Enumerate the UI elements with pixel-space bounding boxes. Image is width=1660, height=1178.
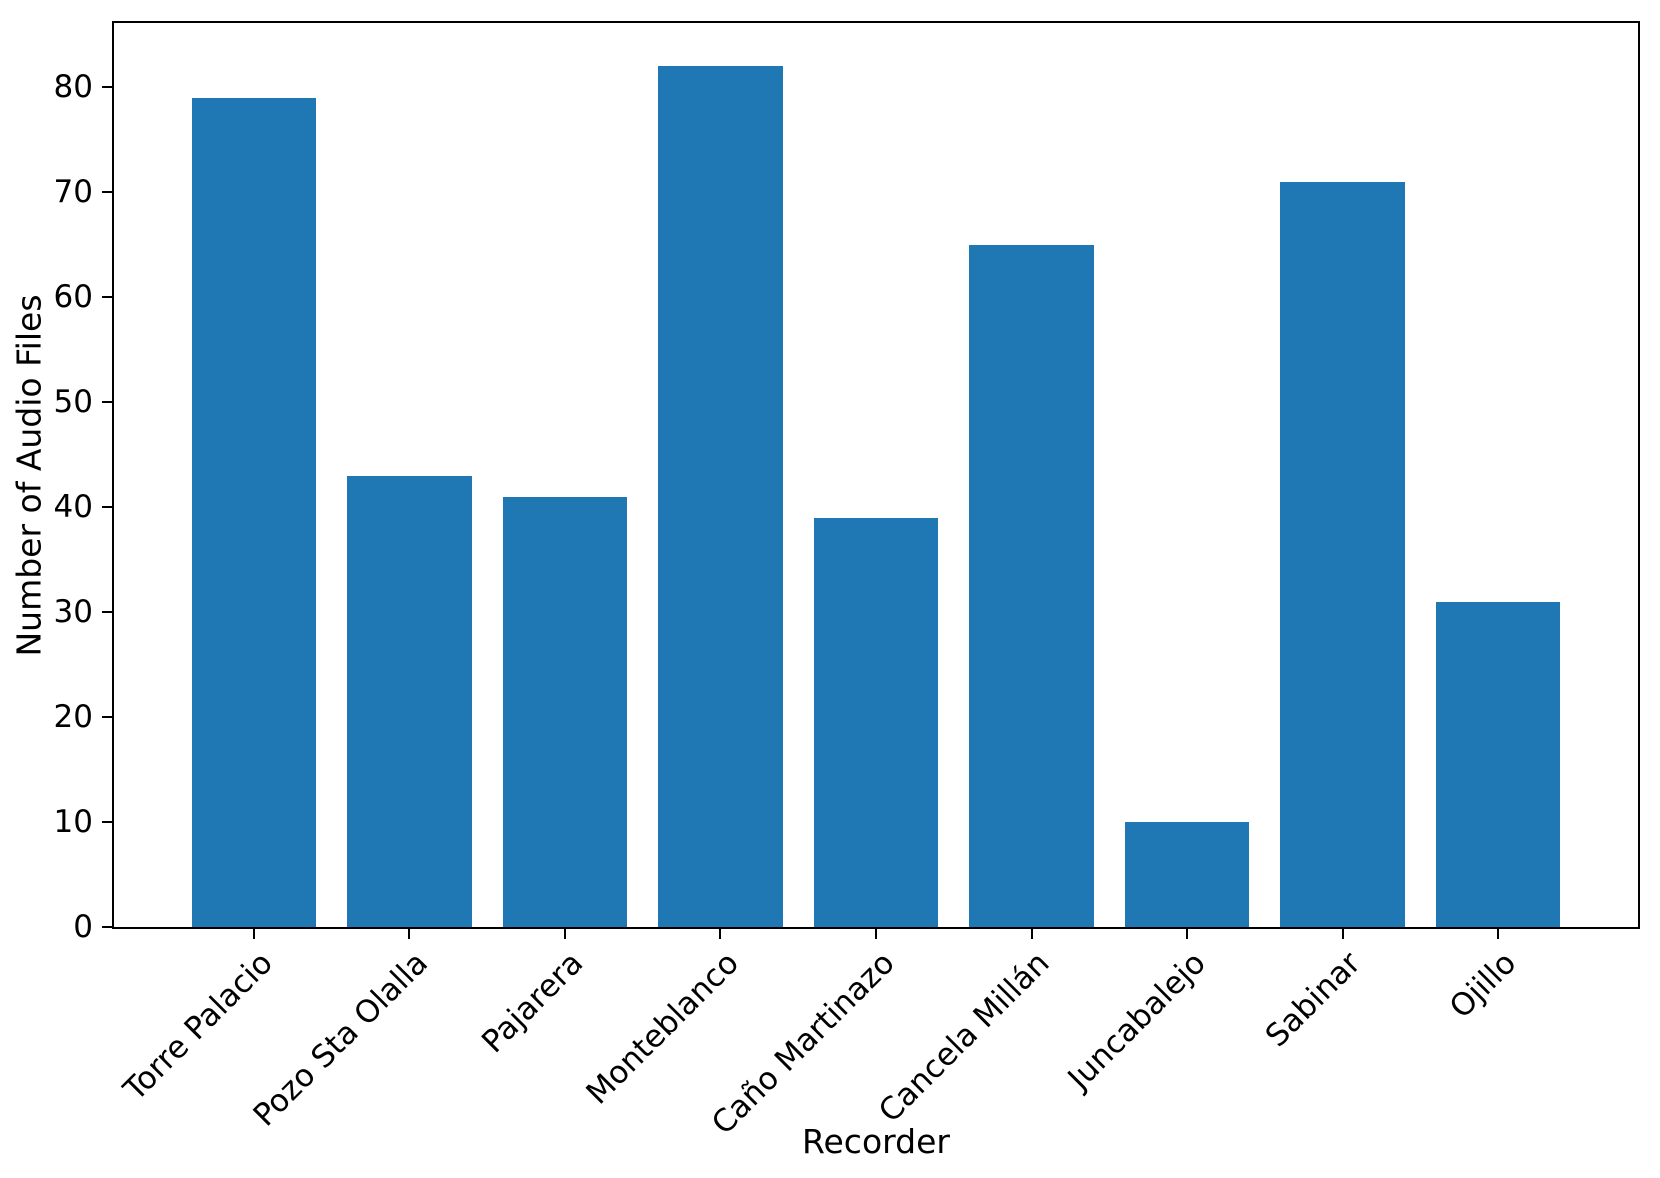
x-tick-label: Ojillo: [1442, 945, 1524, 1026]
x-tick-label: Cancela Millán: [872, 945, 1057, 1130]
x-tick: [719, 929, 722, 939]
y-tick-label: 80: [53, 69, 93, 106]
y-tick-label: 40: [53, 489, 93, 526]
x-tick: [252, 929, 255, 939]
y-tick: [102, 506, 112, 509]
y-tick-label: 20: [53, 699, 93, 736]
x-tick: [1030, 929, 1033, 939]
y-tick-label: 30: [53, 594, 93, 631]
y-tick-label: 10: [53, 804, 93, 841]
bar-4: [658, 66, 783, 927]
bar-7: [1124, 822, 1250, 927]
x-tick: [875, 929, 877, 939]
y-tick: [102, 86, 112, 89]
y-tick-label: 70: [53, 174, 93, 211]
x-tick: [1341, 929, 1344, 939]
y-tick: [102, 401, 112, 404]
y-axis-title-column: Number of Audio Files: [0, 23, 58, 927]
y-tick: [102, 191, 112, 194]
bar-1: [191, 97, 317, 927]
x-tick: [1186, 929, 1189, 939]
bar-2: [347, 475, 472, 927]
y-axis-ticks: 0 10 20 30 40 50 60 70 80: [54, 23, 1638, 943]
x-tick-label: Sabinar: [1258, 945, 1368, 1055]
bar-9: [1435, 601, 1561, 927]
x-tick: [408, 929, 411, 939]
y-axis-title: Number of Audio Files: [9, 293, 49, 657]
bar-8: [1280, 181, 1405, 927]
y-tick-label: 50: [53, 384, 93, 421]
y-tick: [102, 611, 112, 614]
bar-3: [502, 496, 628, 927]
y-tick-label: 60: [53, 279, 93, 316]
x-axis-title: Recorder: [802, 1122, 950, 1161]
x-tick-label: Juncabalejo: [1060, 945, 1213, 1097]
x-tick-label: Torre Palacio: [116, 945, 280, 1108]
bar-6: [969, 244, 1094, 927]
plot-area: [112, 21, 1640, 929]
x-tick-label: Pajarera: [475, 945, 591, 1061]
y-tick: [102, 821, 112, 824]
bar-5: [813, 517, 939, 927]
x-tick: [1497, 929, 1500, 939]
y-tick: [102, 716, 112, 719]
x-tick-label: Monteblanco: [579, 945, 746, 1112]
x-axis-ticks: Torre Palacio Pozo Sta Olalla Pajarera Mont…: [114, 929, 1638, 1169]
y-tick: [102, 296, 112, 299]
y-tick-label: 0: [73, 909, 93, 945]
x-axis-title-row: Recorder: [114, 1122, 1638, 1161]
x-tick: [563, 929, 566, 939]
y-tick: [102, 926, 112, 928]
